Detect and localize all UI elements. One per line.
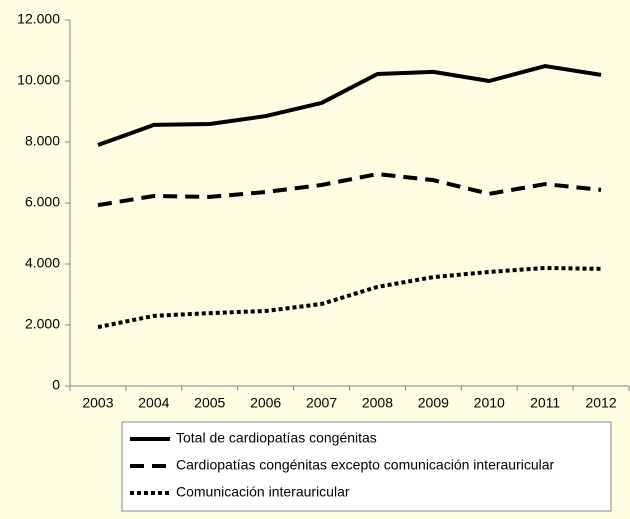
x-tick-label: 2006	[250, 395, 281, 411]
x-tick-label: 2011	[530, 395, 560, 411]
y-tick-label: 6.000	[25, 194, 60, 210]
y-tick-label: 0	[52, 377, 60, 393]
line-series	[97, 265, 602, 330]
y-tick-label: 2.000	[25, 316, 60, 332]
x-tick-label: 2005	[194, 395, 225, 411]
x-tick-label: 2012	[585, 395, 616, 411]
line-series	[97, 172, 602, 208]
legend-box	[121, 421, 612, 512]
x-tick-label: 2007	[306, 395, 337, 411]
x-tick-label: 2008	[362, 395, 393, 411]
y-tick-label: 10.000	[17, 72, 60, 88]
x-tick-label: 2003	[82, 395, 113, 411]
legend-label: Total de cardiopatías congénitas	[176, 430, 377, 446]
x-tick-label: 2009	[418, 395, 449, 411]
line-series	[97, 64, 602, 147]
x-tick-label: 2010	[474, 395, 505, 411]
x-tick-label: 2004	[138, 395, 169, 411]
legend-label: Cardiopatías congénitas excepto comunica…	[176, 457, 555, 473]
y-tick-label: 4.000	[25, 255, 60, 271]
y-tick-label: 8.000	[25, 133, 60, 149]
legend-label: Comunicación interauricular	[176, 484, 350, 500]
y-tick-label: 12.000	[17, 11, 60, 27]
